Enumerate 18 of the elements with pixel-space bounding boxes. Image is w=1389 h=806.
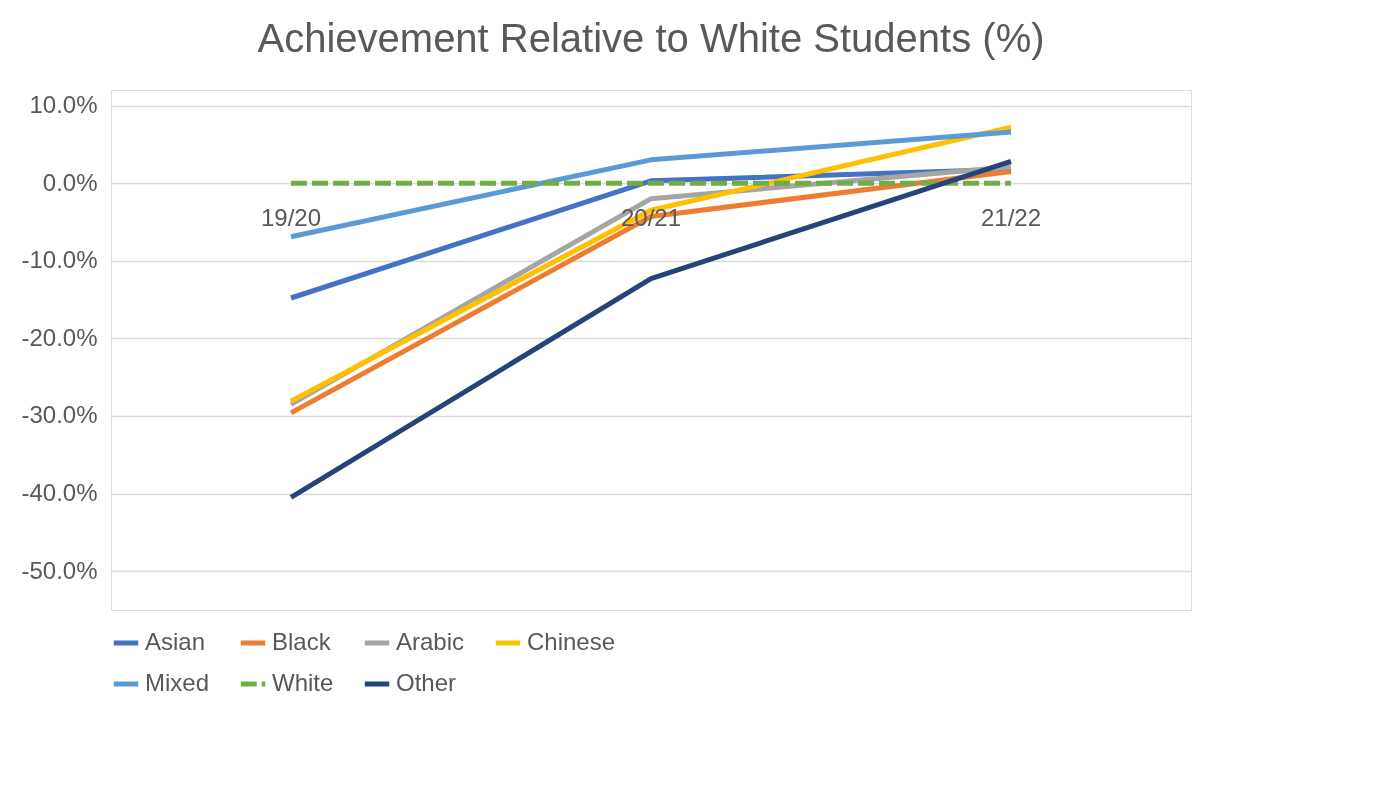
- legend-label: Mixed: [145, 669, 210, 696]
- y-tick-label: -40.0%: [21, 479, 98, 507]
- y-tick-label: -10.0%: [21, 246, 98, 274]
- y-tick-label: -50.0%: [21, 556, 98, 584]
- legend-label: Other: [396, 669, 457, 696]
- x-tick-label: 21/22: [980, 204, 1042, 232]
- y-tick-label: 0.0%: [42, 168, 98, 196]
- y-tick-label: -20.0%: [21, 323, 98, 351]
- x-tick-label: 20/21: [620, 204, 682, 232]
- legend-label: Asian: [145, 628, 206, 655]
- y-tick-label: 10.0%: [29, 91, 98, 119]
- x-tick-label: 19/20: [260, 204, 322, 232]
- chart-title: Achievement Relative to White Students (%): [257, 16, 1045, 60]
- y-tick-label: -30.0%: [21, 401, 98, 429]
- legend-label: White: [272, 669, 334, 696]
- legend-label: Arabic: [396, 628, 465, 655]
- legend-label: Chinese: [527, 628, 616, 655]
- legend-label: Black: [272, 628, 332, 655]
